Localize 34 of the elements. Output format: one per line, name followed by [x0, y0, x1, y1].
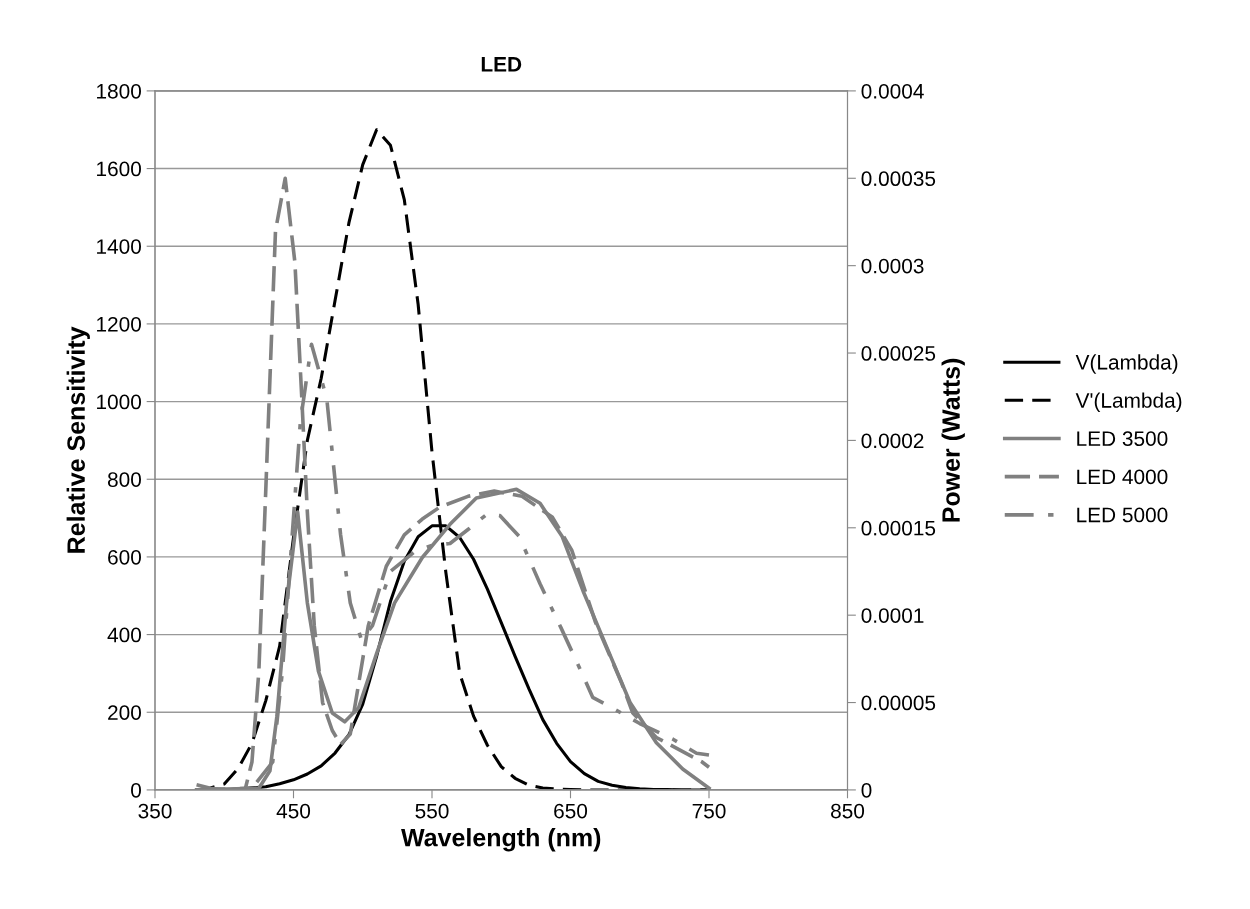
y2-axis-title: Power (Watts): [941, 358, 965, 522]
chart-title: LED: [481, 57, 522, 72]
y2-tick-label: 0: [861, 782, 872, 798]
x-axis-title: Wavelength (nm): [401, 828, 601, 852]
y2-tick-label: 0.0003: [861, 258, 924, 274]
y2-tick-label: 0.0002: [861, 433, 924, 449]
y-tick-label: 1000: [97, 394, 141, 410]
legend-label: LED 5000: [1077, 507, 1168, 523]
x-tick-label: 650: [554, 803, 588, 819]
y-tick-label: 400: [107, 627, 141, 643]
legend-label: V'(Lambda): [1075, 392, 1182, 412]
x-tick-label: 450: [276, 803, 311, 819]
legend-label: LED 3500: [1077, 431, 1168, 446]
y2-tick-label: 0.00025: [861, 346, 936, 361]
y2-tick-label: 0.0004: [861, 83, 924, 99]
y-tick-label: 1400: [97, 239, 141, 254]
y2-tick-label: 0.00035: [861, 171, 936, 187]
y-tick-label: 1600: [97, 161, 141, 177]
x-tick-label: 750: [692, 803, 726, 819]
y2-tick-label: 0.00005: [861, 695, 936, 711]
y2-tick-label: 0.0001: [861, 608, 924, 623]
legend-label: LED 4000: [1077, 469, 1168, 485]
y-tick-label: 800: [107, 472, 141, 487]
x-tick-label: 850: [831, 803, 865, 819]
y2-tick-label: 0.00015: [861, 520, 936, 536]
y-tick-label: 600: [108, 549, 141, 565]
y-tick-label: 1200: [97, 316, 141, 332]
x-tick-label: 350: [138, 803, 172, 819]
y-axis-title: Relative Sensitivity: [66, 326, 90, 553]
y-tick-label: 1800: [97, 83, 141, 99]
x-tick-label: 550: [415, 803, 449, 819]
y-tick-label: 200: [108, 705, 141, 721]
y-tick-label: 0: [131, 782, 141, 798]
legend-label: V(Lambda): [1075, 354, 1178, 374]
